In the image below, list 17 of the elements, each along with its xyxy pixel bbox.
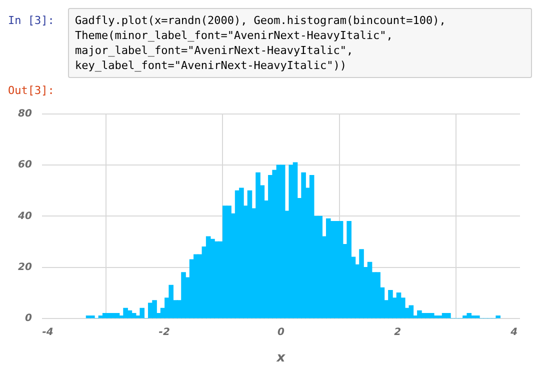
y-tick-label: 40	[16, 210, 32, 222]
text: Theme(minor_label_font="AvenirNext-HeavyItalic",	[75, 28, 394, 43]
text: key_label_font="AvenirNext-HeavyItalic"))	[75, 58, 348, 73]
text: Gadfly.plot(x=randn(2000), Geom.histogram(bincount=100),	[75, 13, 447, 28]
x-tick-label: -2	[158, 326, 170, 338]
x-tick-label: 4	[510, 326, 518, 338]
x-axis-title: x	[276, 350, 286, 366]
y-tick-label: 80	[18, 108, 32, 120]
y-tick-label: 0	[24, 312, 32, 324]
x-tick-label: -4	[42, 326, 54, 338]
y-tick-label: 20	[18, 262, 32, 273]
y-tick-label: 60	[18, 160, 32, 171]
x-tick-label: 0	[277, 326, 284, 338]
x-tick-label: 2	[394, 326, 402, 338]
text: major_label_font="AvenirNext-HeavyItalic",	[75, 43, 354, 58]
text: In [3]:	[8, 13, 56, 27]
text: Out[3]:	[8, 84, 56, 98]
